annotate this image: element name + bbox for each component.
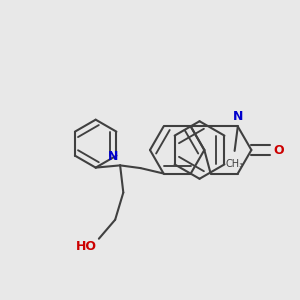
Text: N: N [232,110,243,123]
Text: HO: HO [76,240,97,253]
Text: CH₃: CH₃ [226,159,244,169]
Text: O: O [274,143,284,157]
Text: N: N [108,150,119,163]
